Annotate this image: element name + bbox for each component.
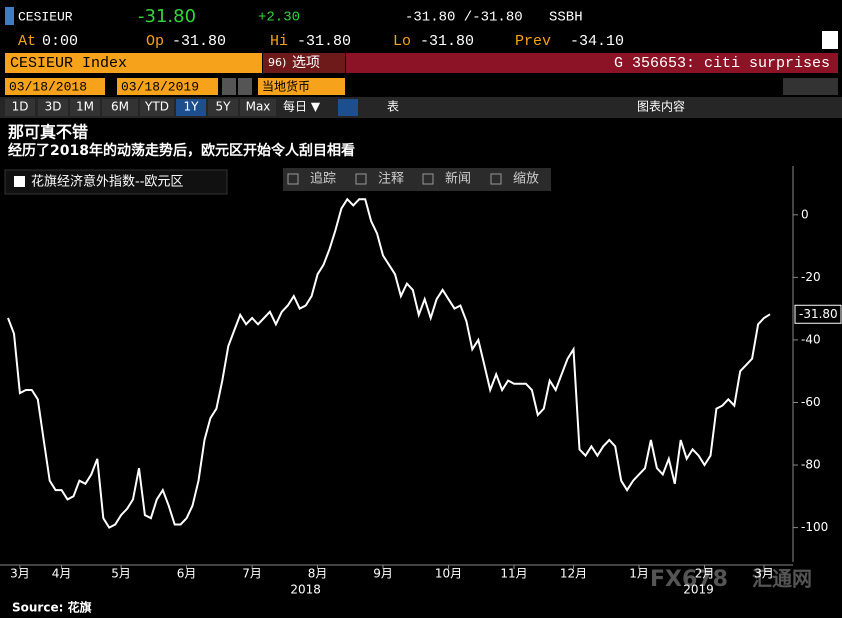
- ticker: CESIEUR: [18, 9, 73, 24]
- period-label: 5Y: [216, 100, 232, 114]
- stat-value: -31.80: [297, 33, 351, 50]
- tool-icon[interactable]: [422, 173, 434, 185]
- period-button[interactable]: [102, 99, 138, 116]
- currency-field[interactable]: [258, 78, 345, 95]
- stat-label: At: [18, 33, 36, 50]
- undo-redo[interactable]: [783, 78, 838, 95]
- last-value-box: [794, 304, 842, 324]
- legend-swatch: [14, 176, 25, 187]
- frequency[interactable]: 每日 ▼: [283, 99, 321, 114]
- x-tick-label: 8月: [308, 567, 328, 581]
- change: +2.30: [258, 10, 300, 26]
- legend-label: 花旗经济意外指数--欧元区: [31, 174, 183, 190]
- year-label: 2018: [290, 583, 321, 597]
- y-tick-label: -20: [801, 270, 821, 284]
- menu-button[interactable]: [263, 53, 345, 73]
- export-icon[interactable]: [822, 31, 838, 49]
- y-tick-label: -60: [801, 395, 821, 409]
- tool-icon[interactable]: [287, 173, 299, 185]
- x-tick-label: 2月: [695, 567, 715, 581]
- security-field[interactable]: [5, 53, 262, 73]
- chart-icon[interactable]: [338, 99, 358, 116]
- x-tick-label: 1月: [629, 567, 649, 581]
- tool-icon[interactable]: [490, 173, 502, 185]
- stat-value: 0:00: [42, 33, 78, 50]
- stat-label: Prev: [515, 33, 551, 50]
- period-button[interactable]: [5, 99, 35, 116]
- x-tick-label: 7月: [242, 567, 262, 581]
- period-label: 3D: [45, 100, 62, 114]
- next-button[interactable]: [238, 78, 252, 95]
- pricing-source: SSBH: [549, 10, 583, 26]
- last-value-label: -31.80: [799, 307, 838, 321]
- watermark: 汇通网: [752, 567, 812, 591]
- year-label: 2019: [683, 583, 714, 597]
- x-tick-label: 11月: [500, 567, 527, 581]
- chart-title: 那可真不错: [8, 123, 88, 142]
- watermark: FX678: [650, 567, 728, 592]
- tool-label: 新闻: [445, 171, 471, 187]
- table-button[interactable]: 表: [387, 100, 399, 114]
- legend: [4, 169, 228, 195]
- stat-value: -31.80: [172, 33, 226, 50]
- menu-label: 选项: [292, 55, 320, 71]
- stat-value: -31.80: [420, 33, 474, 50]
- last-price: -31.80: [138, 6, 196, 27]
- end-date-field[interactable]: [117, 78, 218, 95]
- period-label: 1D: [12, 100, 29, 114]
- period-button[interactable]: [38, 99, 68, 116]
- tool-label: 注释: [378, 172, 404, 187]
- period-button[interactable]: [140, 99, 174, 116]
- period-label: Max: [246, 100, 271, 114]
- x-tick-label: 3月: [10, 567, 30, 581]
- y-tick-label: -80: [801, 458, 821, 472]
- stat-label: Op: [146, 33, 164, 50]
- x-tick-label: 6月: [177, 567, 197, 581]
- x-tick-label: 4月: [52, 567, 72, 581]
- currency: 当地货币: [262, 79, 310, 94]
- start-date: 03/18/2018: [9, 79, 87, 94]
- period-button[interactable]: [70, 99, 100, 116]
- security: CESIEUR Index: [10, 55, 127, 72]
- period-label: YTD: [144, 100, 169, 114]
- period-button[interactable]: [208, 99, 238, 116]
- period-label: 1Y: [184, 100, 200, 114]
- line-series: [7, 197, 771, 529]
- stat-label: Lo: [393, 33, 411, 50]
- x-tick-label: 10月: [435, 567, 462, 581]
- ticker-marker: [5, 7, 14, 25]
- tool-icon[interactable]: [355, 173, 367, 185]
- tool-label: 缩放: [513, 171, 539, 187]
- end-date: 03/18/2019: [121, 79, 199, 94]
- source: Source: 花旗: [12, 600, 92, 615]
- y-tick-label: -40: [801, 332, 821, 346]
- x-tick-label: 3月: [754, 567, 774, 581]
- menu-number: 96): [268, 56, 286, 69]
- chart-tools: [283, 168, 551, 191]
- x-tick-label: 9月: [373, 567, 393, 581]
- bid-ask: -31.80 /-31.80: [405, 10, 523, 26]
- period-label: 1M: [76, 100, 94, 114]
- prev-button[interactable]: [222, 78, 236, 95]
- x-tick-label: 12月: [560, 567, 587, 581]
- y-tick-label: -100: [801, 520, 828, 534]
- start-date-field[interactable]: [5, 78, 105, 95]
- y-tick-label: 0: [801, 207, 809, 221]
- tool-label: 追踪: [310, 171, 336, 187]
- period-button[interactable]: [176, 99, 206, 116]
- chart-name-bar: [346, 53, 838, 73]
- x-tick-label: 5月: [111, 567, 131, 581]
- chart-name: G 356653: citi surprises: [614, 55, 830, 72]
- chart-content[interactable]: 图表内容: [637, 99, 685, 114]
- stat-value: -34.10: [570, 33, 624, 50]
- period-label: 6M: [111, 100, 129, 114]
- chart-subtitle: 经历了2018年的动荡走势后，欧元区开始令人刮目相看: [8, 142, 355, 159]
- period-button[interactable]: [240, 99, 276, 116]
- stat-label: Hi: [270, 33, 288, 50]
